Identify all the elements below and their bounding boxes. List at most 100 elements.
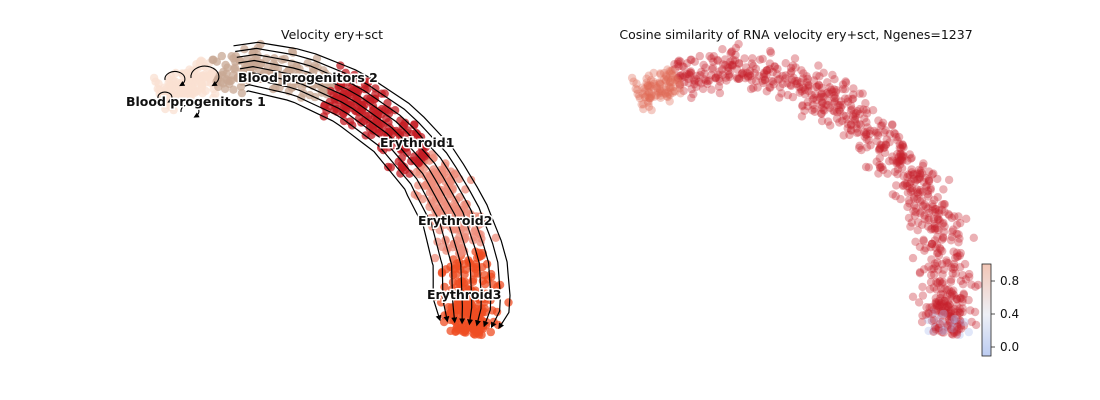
similarity-point [817,116,827,126]
similarity-point [849,90,858,99]
similarity-point [731,43,741,53]
similarity-point [659,68,669,78]
similarity-point [668,65,677,75]
similarity-point [945,300,954,309]
similarity-point [952,301,962,311]
similarity-point [934,226,943,235]
similarity-point [643,90,652,100]
similarity-point [709,52,718,61]
similarity-point [936,290,946,299]
similarity-point [644,88,653,97]
similarity-point [921,244,930,253]
similarity-point [933,193,942,202]
similarity-point [937,302,947,311]
similarity-point [800,106,809,116]
similarity-point [902,179,912,188]
similarity-point [852,128,862,138]
similarity-point [960,318,969,327]
similarity-point [639,100,648,109]
similarity-point [814,80,823,90]
similarity-point [928,202,937,211]
similarity-point [826,121,835,130]
similarity-point [645,94,654,103]
similarity-point [638,89,647,99]
similarity-point [950,314,960,324]
embedding-point [250,61,259,71]
embedding-point [198,89,207,98]
similarity-point [935,277,945,286]
similarity-point [812,82,822,91]
similarity-point [709,57,718,66]
similarity-point [930,195,939,205]
similarity-point [964,327,973,337]
similarity-point [892,158,902,167]
similarity-point [656,91,665,100]
similarity-point [914,165,924,175]
similarity-point [795,88,804,97]
similarity-point [940,296,950,306]
similarity-point [700,69,709,78]
similarity-point [701,76,711,85]
similarity-point [905,199,914,208]
streamline [244,84,450,323]
similarity-point [762,87,771,96]
similarity-point [653,83,662,93]
similarity-point [944,296,953,305]
similarity-point [947,275,956,284]
similarity-point [931,261,940,271]
embedding-point [484,214,493,223]
similarity-point [971,320,981,330]
streamline-swirl [164,71,186,87]
similarity-point [908,292,918,301]
similarity-point [640,92,649,102]
similarity-point [885,157,894,166]
similarity-point [898,153,907,162]
similarity-point [848,95,857,104]
streamline-swirl [180,103,200,118]
similarity-point [918,161,928,171]
similarity-point [885,138,894,147]
similarity-point [897,155,906,165]
similarity-point [924,192,933,201]
similarity-point [670,59,679,69]
similarity-point [939,234,948,243]
similarity-point [751,64,761,74]
similarity-point [799,83,808,92]
similarity-point [675,80,685,89]
similarity-point [946,312,955,321]
similarity-point [728,61,737,71]
similarity-point [929,305,939,314]
similarity-point [881,140,890,149]
similarity-point [862,135,871,144]
similarity-point [655,80,665,89]
similarity-point [852,120,861,129]
similarity-point [647,81,656,91]
similarity-point [942,304,951,313]
similarity-point [927,316,937,325]
cluster-label-erythroid3: Erythroid3 [427,287,501,302]
similarity-point [898,156,907,165]
similarity-point [827,85,836,94]
similarity-point [921,173,930,183]
similarity-point [860,114,869,123]
similarity-point [874,116,883,125]
similarity-point [851,109,861,118]
embedding-point [233,73,242,83]
similarity-point [707,70,716,80]
similarity-point [934,306,943,315]
similarity-point [939,300,948,309]
similarity-point [937,298,946,307]
similarity-point [663,65,672,74]
similarity-point [835,107,845,116]
similarity-point [954,238,963,247]
similarity-point [790,54,800,63]
colorbar: 0.8 0.4 0.0 [981,263,1019,357]
similarity-point [765,59,775,68]
similarity-point [891,129,900,139]
streamline [241,72,466,325]
similarity-point [848,94,858,103]
similarity-point [662,76,671,85]
similarity-point [935,302,944,311]
similarity-point [954,307,963,316]
similarity-point [946,307,955,317]
